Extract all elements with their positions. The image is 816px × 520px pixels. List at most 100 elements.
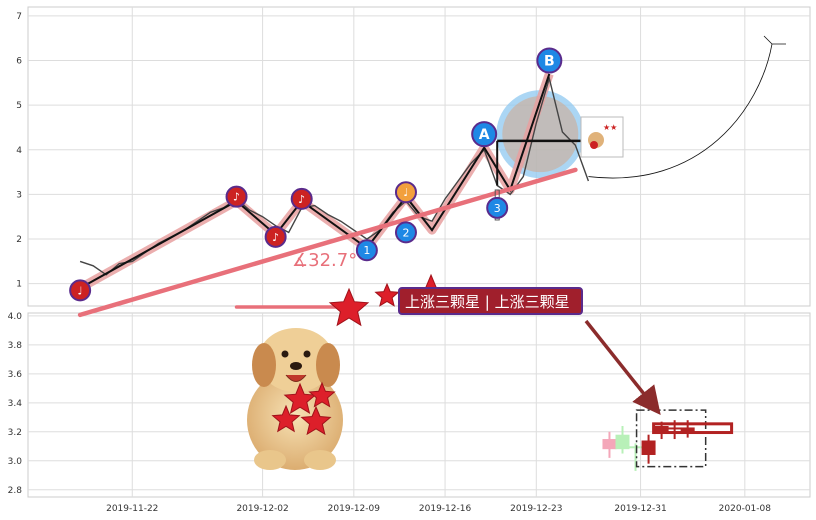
wave-markers: ♩ ♪ ♪ ♪ 1 ♩ 2 A 3 B (69, 47, 563, 302)
wave-marker: ♩ (394, 181, 417, 204)
x-tick-label: 2019-12-16 (419, 504, 472, 514)
upper-grid (28, 7, 810, 306)
y-tick-label: 4 (16, 146, 22, 156)
wave-label-circle (394, 221, 417, 244)
candle-bracket (652, 422, 734, 435)
x-tick-label: 2019-12-02 (236, 504, 288, 514)
wave-label: ♪ (272, 231, 279, 244)
y-tick-label: 3.2 (8, 428, 22, 438)
dog-paw-left (254, 450, 286, 470)
wave-label: ♩ (403, 186, 408, 199)
lower-panel (27, 312, 811, 498)
red-star-icon (300, 405, 332, 436)
candle (602, 431, 617, 458)
y-tick-label: 7 (16, 12, 22, 22)
note-icon (264, 225, 287, 248)
wave-label: 2 (402, 226, 409, 239)
dog-mouth (285, 374, 307, 382)
wave-label-circle (471, 121, 498, 148)
x-tick-label: 2019-12-09 (328, 504, 381, 514)
candle-body (628, 446, 643, 449)
wave-marker: ♪ (290, 187, 313, 210)
thumbnail-heart (590, 141, 598, 149)
wave-label: 1 (363, 244, 370, 257)
y-tick-label: 5 (16, 101, 22, 111)
dog-paw-right (304, 450, 336, 470)
wave-label: ♩ (78, 284, 83, 297)
swoosh-curve (588, 43, 773, 179)
candle-body (667, 427, 682, 430)
wave-marker: B (536, 47, 563, 74)
wave-marker: ♪ (264, 225, 287, 248)
y-tick-label: 3.8 (8, 341, 23, 351)
x-axis-ticks: 2019-11-22 2019-12-02 2019-12-09 2019-12-16… (106, 504, 771, 514)
red-star-icon (271, 404, 301, 433)
red-star-icon (308, 381, 336, 408)
lower-y-ticks: 2.8 3.0 3.2 3.4 3.6 3.8 4.0 (8, 312, 23, 496)
candle (628, 443, 643, 471)
y-tick-label: 2 (16, 235, 22, 245)
note-icon (225, 185, 248, 208)
note-icon (394, 181, 417, 204)
dog-head (258, 328, 334, 392)
lower-grid (28, 313, 810, 497)
candlesticks (602, 420, 695, 471)
y-tick-label: 1 (16, 280, 22, 290)
banner-text: 上涨三颗星 | 上涨三颗星 (405, 293, 570, 311)
wave-marker: ♩ (69, 279, 92, 302)
x-tick-label: 2020-01-08 (719, 504, 772, 514)
y-tick-label: 3 (16, 190, 22, 200)
upper-panel (27, 6, 811, 307)
wave-label-circle (486, 196, 509, 219)
candle (641, 434, 656, 464)
dog-ear-right (316, 343, 340, 387)
candle-body (602, 439, 617, 450)
candle-body (654, 426, 669, 434)
wave-label: ♪ (233, 191, 240, 204)
wave-marker: A (471, 121, 498, 148)
y-tick-label: 2.8 (8, 486, 23, 496)
red-star-icon (328, 287, 370, 327)
dog-eye-left (281, 350, 289, 358)
wave-marker: 1 (355, 239, 378, 262)
highlight-box (635, 409, 707, 468)
wave-label: A (479, 127, 490, 143)
candle-body (680, 427, 695, 432)
candle-body (615, 434, 630, 450)
note-icon (69, 279, 92, 302)
wave-label: 3 (494, 202, 501, 215)
wave-label: B (544, 54, 555, 70)
wave-label-circle (355, 239, 378, 262)
dog-nose (290, 362, 302, 370)
y-tick-label: 6 (16, 57, 22, 67)
dog-ear-left (252, 343, 276, 387)
x-tick-label: 2019-12-23 (510, 504, 562, 514)
angle-annotation: ∡32.7° (292, 250, 357, 271)
dog-eye-right (303, 350, 311, 358)
x-tick-label: 2019-12-31 (614, 504, 666, 514)
pointer-arrow (584, 319, 661, 415)
swoosh-tip (763, 35, 786, 45)
candle (615, 426, 630, 454)
thumbnail-stars: ★★ (603, 123, 617, 132)
y-tick-label: 3.0 (8, 457, 23, 467)
y-tick-label: 3.4 (8, 399, 23, 409)
x-tick-label: 2019-11-22 (106, 504, 158, 514)
dog-thumbnail-icon: ★★ (580, 116, 624, 158)
note-icon (290, 187, 313, 210)
wave-marker: ♪ (225, 185, 248, 208)
upper-y-ticks: 1 2 3 4 5 6 7 (16, 12, 22, 290)
candle-body (641, 440, 656, 455)
red-star-icon (374, 282, 400, 307)
wave-label-circle (536, 47, 563, 74)
y-tick-label: 4.0 (8, 312, 23, 322)
red-star-icon (283, 382, 317, 414)
banner-background (398, 287, 583, 315)
wave-label: ♪ (298, 193, 305, 206)
y-tick-label: 3.6 (8, 370, 23, 380)
wave-marker: 3 (486, 196, 509, 219)
trendline-series (77, 167, 578, 318)
banner: 上涨三颗星 | 上涨三颗星 (398, 287, 583, 315)
wave-marker: 2 (394, 221, 417, 244)
